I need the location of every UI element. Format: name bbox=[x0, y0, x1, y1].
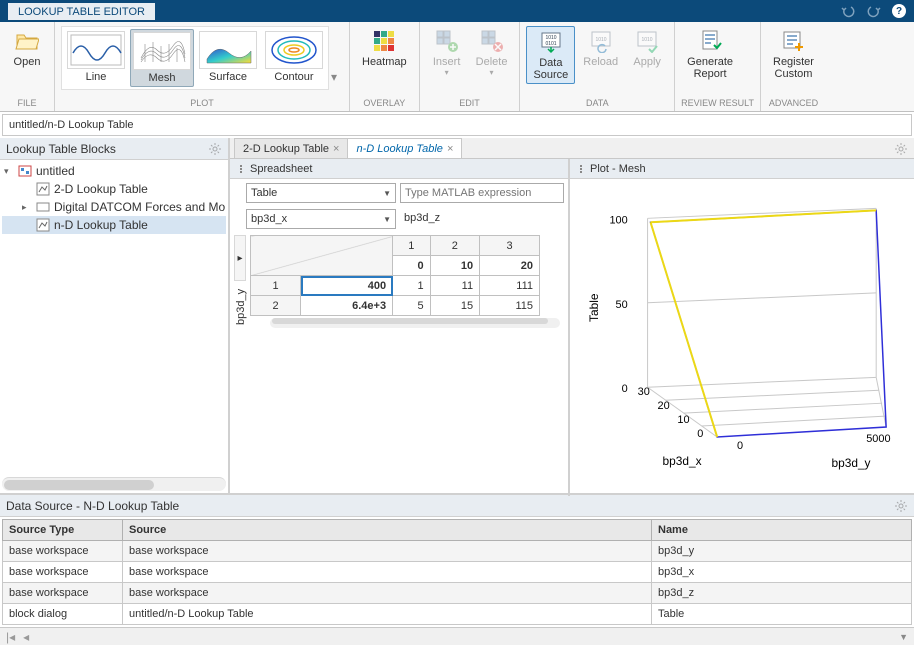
close-icon[interactable]: × bbox=[333, 143, 339, 155]
help-icon[interactable]: ? bbox=[892, 4, 906, 18]
delete-button[interactable]: Delete ▾ bbox=[470, 26, 514, 79]
reload-button[interactable]: 1010 Reload bbox=[577, 26, 624, 70]
table-dropdown[interactable]: Table▼ bbox=[246, 183, 396, 203]
ds-row[interactable]: base workspacebase workspacebp3d_y bbox=[3, 541, 912, 562]
svg-text:0: 0 bbox=[697, 428, 703, 440]
corner-cell bbox=[251, 236, 393, 276]
tree-item-datcom[interactable]: ▸ Digital DATCOM Forces and Mo bbox=[2, 198, 226, 216]
svg-text:1010: 1010 bbox=[595, 37, 606, 43]
tree-item-nd[interactable]: n-D Lookup Table bbox=[2, 216, 226, 234]
resize-grip-icon[interactable]: ▼ bbox=[899, 632, 908, 642]
register-icon bbox=[780, 28, 806, 54]
tree-root[interactable]: ▾ untitled bbox=[2, 162, 226, 180]
z-axis-label: Table bbox=[587, 293, 601, 322]
sidebar: Lookup Table Blocks ▾ untitled 2-D Looku… bbox=[0, 138, 230, 493]
ds-row[interactable]: base workspacebase workspacebp3d_x bbox=[3, 562, 912, 583]
breadcrumb[interactable]: untitled/n-D Lookup Table bbox=[2, 114, 912, 136]
model-icon bbox=[18, 164, 32, 178]
gear-icon[interactable] bbox=[894, 499, 908, 513]
heatmap-icon bbox=[371, 28, 397, 54]
data-source-header: Data Source - N-D Lookup Table bbox=[0, 495, 914, 517]
tree: ▾ untitled 2-D Lookup Table ▸ Digital DA… bbox=[0, 160, 228, 475]
svg-text:0: 0 bbox=[622, 383, 628, 395]
svg-text:0101: 0101 bbox=[545, 41, 556, 47]
svg-text:50: 50 bbox=[616, 299, 628, 311]
insert-button[interactable]: Insert ▾ bbox=[426, 26, 468, 79]
lut-icon bbox=[36, 218, 50, 232]
lut-icon bbox=[36, 182, 50, 196]
gear-icon[interactable] bbox=[894, 142, 908, 156]
data-source-button[interactable]: 10100101 Data Source bbox=[526, 26, 575, 84]
gear-icon[interactable] bbox=[208, 142, 222, 156]
heatmap-button[interactable]: Heatmap bbox=[356, 26, 413, 70]
nav-prev-icon[interactable]: ◂ bbox=[23, 630, 29, 644]
plot-3d[interactable]: Table 0 50 100 30 20 10 0 bp3d_x 0 5000 … bbox=[570, 179, 914, 496]
register-custom-button[interactable]: Register Custom bbox=[767, 26, 820, 82]
nav-first-icon[interactable]: |◂ bbox=[6, 630, 15, 644]
sidebar-header: Lookup Table Blocks bbox=[0, 138, 228, 160]
sidebar-scrollbar[interactable] bbox=[2, 477, 226, 491]
folder-icon bbox=[14, 28, 40, 54]
svg-text:0: 0 bbox=[737, 440, 743, 452]
plot-pane: Plot - Mesh bbox=[570, 159, 914, 496]
plot-mesh[interactable]: Mesh bbox=[130, 29, 194, 87]
reload-icon: 1010 bbox=[588, 28, 614, 54]
insert-icon bbox=[434, 28, 460, 54]
y-axis-label: bp3d_y bbox=[831, 456, 870, 470]
grip-icon[interactable] bbox=[236, 165, 246, 173]
plot-line[interactable]: Line bbox=[64, 29, 128, 87]
generate-report-button[interactable]: Generate Report bbox=[681, 26, 739, 82]
plot-surface[interactable]: Surface bbox=[196, 29, 260, 87]
app-title: LOOKUP TABLE EDITOR bbox=[8, 2, 155, 20]
tab-nd[interactable]: n-D Lookup Table × bbox=[347, 138, 462, 158]
delete-icon bbox=[479, 28, 505, 54]
plot-contour[interactable]: Contour bbox=[262, 29, 326, 87]
apply-button[interactable]: 1010 Apply bbox=[626, 26, 668, 70]
ds-row[interactable]: block dialoguntitled/n-D Lookup TableTab… bbox=[3, 604, 912, 625]
collapse-left[interactable]: ▸ bbox=[234, 235, 246, 281]
tab-2d[interactable]: 2-D Lookup Table × bbox=[234, 138, 348, 158]
open-button[interactable]: Open bbox=[6, 26, 48, 70]
selected-cell[interactable]: 400 bbox=[301, 276, 393, 296]
x-dropdown[interactable]: bp3d_x▼ bbox=[246, 209, 396, 229]
data-source-panel: Data Source - N-D Lookup Table Source Ty… bbox=[0, 493, 914, 625]
plot-gallery-more[interactable]: ▾ bbox=[331, 70, 343, 90]
y-axis-label: bp3d_y bbox=[234, 281, 248, 332]
footer: |◂ ◂ ▼ bbox=[0, 627, 914, 645]
svg-text:5000: 5000 bbox=[866, 433, 890, 445]
plot-gallery: Line Mesh Surface Contour bbox=[61, 26, 329, 90]
table-scrollbar[interactable] bbox=[270, 318, 560, 328]
title-bar: LOOKUP TABLE EDITOR ? bbox=[0, 0, 914, 22]
plot-header: Plot - Mesh bbox=[570, 159, 914, 179]
svg-text:1010: 1010 bbox=[642, 37, 653, 43]
data-table: 1 2 3 0 10 20 1 400 bbox=[250, 235, 540, 316]
svg-text:100: 100 bbox=[609, 214, 627, 226]
document-tabs: 2-D Lookup Table × n-D Lookup Table × bbox=[230, 138, 914, 159]
apply-icon: 1010 bbox=[634, 28, 660, 54]
redo-icon[interactable] bbox=[866, 3, 882, 19]
tree-item-2d[interactable]: 2-D Lookup Table bbox=[2, 180, 226, 198]
svg-text:20: 20 bbox=[658, 400, 670, 412]
block-icon bbox=[36, 200, 50, 214]
svg-text:10: 10 bbox=[677, 414, 689, 426]
z-label: bp3d_z bbox=[400, 209, 440, 229]
expression-input[interactable] bbox=[400, 183, 564, 203]
data-source-icon: 10100101 bbox=[538, 29, 564, 55]
data-source-table: Source Type Source Name base workspaceba… bbox=[2, 519, 912, 625]
undo-icon[interactable] bbox=[840, 3, 856, 19]
close-icon[interactable]: × bbox=[447, 143, 453, 155]
grip-icon[interactable] bbox=[576, 165, 586, 173]
toolstrip: Open FILE Line Mesh Surface bbox=[0, 22, 914, 112]
spreadsheet-pane: Spreadsheet Table▼ bp3d_x▼ bp3d_z bbox=[230, 159, 570, 496]
x-axis-label: bp3d_x bbox=[662, 454, 701, 468]
ds-row[interactable]: base workspacebase workspacebp3d_z bbox=[3, 583, 912, 604]
svg-text:30: 30 bbox=[638, 386, 650, 398]
report-icon bbox=[697, 28, 723, 54]
spreadsheet-header: Spreadsheet bbox=[230, 159, 568, 179]
